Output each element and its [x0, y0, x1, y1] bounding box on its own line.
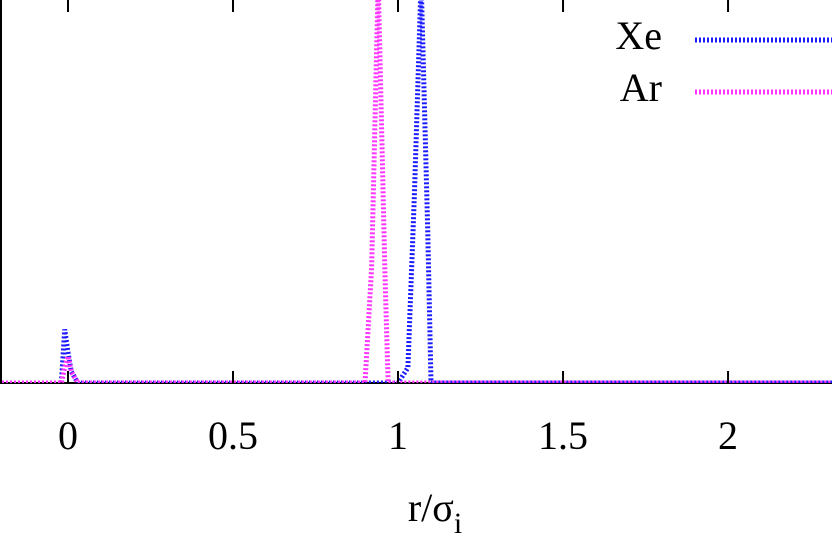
x-axis-label-main: r/σ [408, 485, 454, 530]
x-axis-label: r/σi [408, 485, 462, 540]
x-axis-label-subscript: i [454, 507, 462, 540]
legend-label: Ar [620, 65, 662, 110]
series-line [1, 0, 832, 383]
x-tick-label: 0 [58, 413, 78, 458]
x-tick-label: 1 [388, 413, 408, 458]
series-line [1, 0, 832, 383]
x-tick-label: 1.5 [538, 413, 588, 458]
x-tick-label: 2 [718, 413, 738, 458]
x-tick-label: 0.5 [208, 413, 258, 458]
plot-area [1, 0, 832, 383]
legend-label: Xe [615, 13, 662, 58]
